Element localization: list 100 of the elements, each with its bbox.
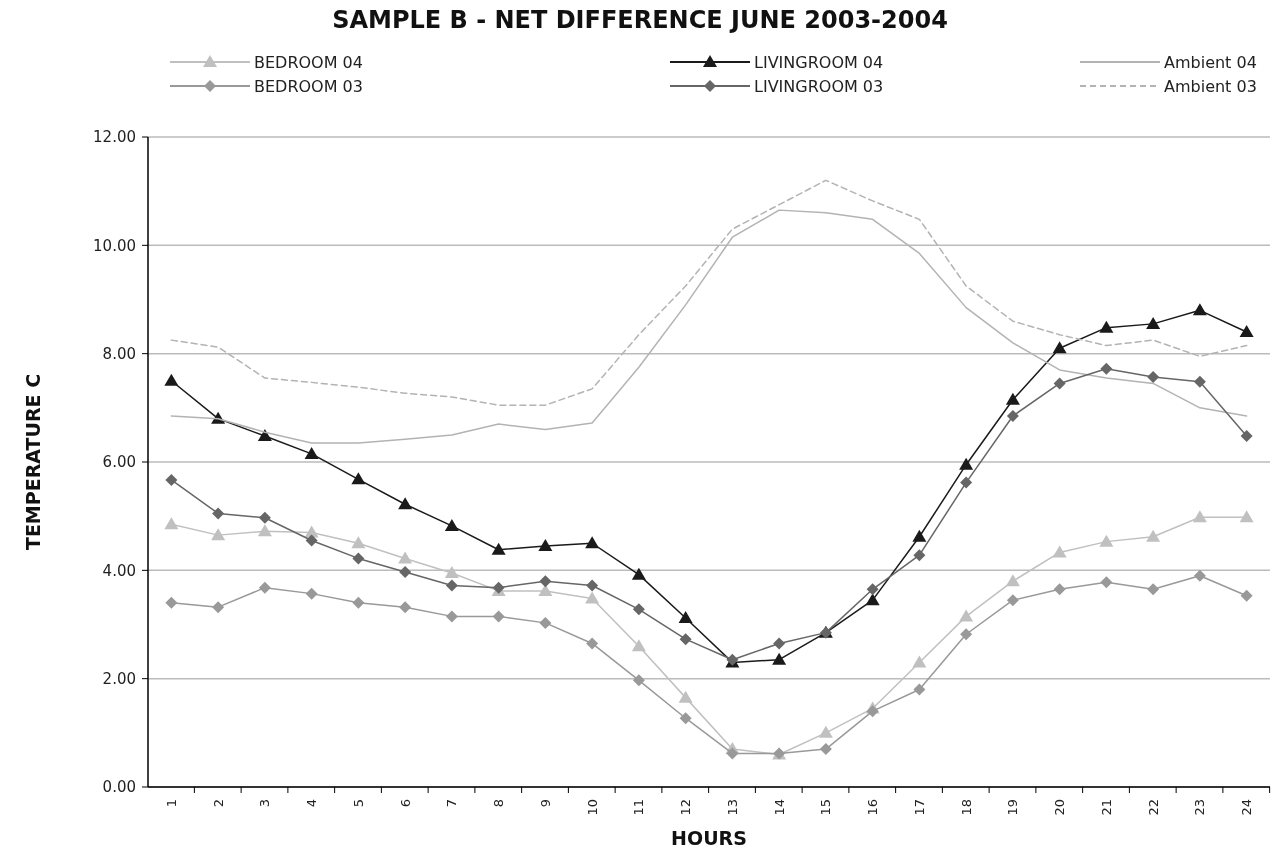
point <box>586 579 599 592</box>
y-tick-label: 2.00 <box>102 669 136 688</box>
x-tick-label: 23 <box>1192 799 1208 816</box>
point <box>913 683 926 696</box>
point <box>866 583 879 596</box>
point <box>631 639 646 652</box>
x-tick-label: 18 <box>958 799 974 816</box>
point <box>772 652 787 665</box>
x-tick-label: 16 <box>865 799 881 816</box>
point <box>1053 377 1066 390</box>
point <box>1239 325 1254 337</box>
point <box>1147 370 1160 383</box>
point <box>352 552 365 565</box>
point <box>678 611 693 623</box>
point <box>726 747 739 760</box>
y-axis-title: TEMPERATURE C <box>22 373 44 551</box>
x-tick-label: 24 <box>1239 799 1255 816</box>
point <box>445 579 458 592</box>
legend-label: LIVINGROOM 03 <box>754 76 884 96</box>
point <box>1099 534 1114 547</box>
x-tick-label: 12 <box>678 799 694 816</box>
point <box>631 567 646 580</box>
point <box>165 596 178 609</box>
point <box>1099 320 1114 333</box>
x-tick-label: 15 <box>818 799 834 816</box>
point <box>164 517 179 530</box>
point <box>585 536 600 549</box>
point <box>257 429 272 441</box>
point <box>632 603 645 616</box>
point <box>445 610 458 623</box>
legend-label: BEDROOM 03 <box>254 76 363 96</box>
x-tick-label: 2 <box>210 799 226 808</box>
point <box>959 457 974 470</box>
point <box>444 566 459 579</box>
point <box>211 528 226 541</box>
point <box>305 587 318 600</box>
x-tick-label: 14 <box>771 799 787 816</box>
point <box>258 581 271 594</box>
y-tick-label: 12.00 <box>93 128 136 147</box>
point <box>912 655 927 668</box>
point <box>585 591 600 604</box>
x-tick-label: 17 <box>911 799 927 816</box>
x-axis-title: HOURS <box>671 827 747 849</box>
point <box>399 601 412 614</box>
point <box>913 549 926 562</box>
point <box>1192 303 1207 316</box>
x-tick-label: 7 <box>444 799 460 808</box>
point <box>1100 362 1113 375</box>
point <box>539 616 552 629</box>
point <box>1005 392 1020 405</box>
x-tick-label: 3 <box>257 799 273 808</box>
x-tick-label: 9 <box>537 799 553 808</box>
y-tick-label: 8.00 <box>102 344 136 363</box>
point <box>258 511 271 524</box>
chart-title: SAMPLE B - NET DIFFERENCE JUNE 2003-2004 <box>332 6 948 34</box>
point <box>1006 594 1019 607</box>
point <box>1193 569 1206 582</box>
x-tick-label: 5 <box>350 799 366 808</box>
x-tick-label: 10 <box>584 799 600 816</box>
point <box>1147 583 1160 596</box>
point <box>679 712 692 725</box>
y-tick-label: 4.00 <box>102 561 136 580</box>
y-tick-label: 10.00 <box>93 236 136 255</box>
point <box>257 524 272 537</box>
x-tick-label: 1 <box>163 799 179 808</box>
point <box>1052 545 1067 558</box>
point <box>398 551 413 564</box>
point <box>491 542 506 555</box>
point <box>912 529 927 542</box>
point <box>1239 510 1254 523</box>
legend-label: Ambient 03 <box>1164 76 1257 96</box>
x-tick-label: 20 <box>1052 799 1068 816</box>
point <box>352 596 365 609</box>
point <box>399 565 412 578</box>
x-tick-label: 4 <box>304 799 320 808</box>
point <box>866 705 879 718</box>
point <box>305 534 318 547</box>
point <box>819 743 832 756</box>
point <box>1146 316 1161 329</box>
point <box>398 497 413 510</box>
legend-label: LIVINGROOM 04 <box>754 52 884 72</box>
point <box>1006 409 1019 422</box>
point <box>1100 576 1113 589</box>
point <box>773 637 786 650</box>
point <box>1053 583 1066 596</box>
point <box>212 601 225 614</box>
point <box>165 473 178 486</box>
y-tick-label: 0.00 <box>102 778 136 797</box>
point <box>164 373 179 386</box>
point <box>1052 341 1067 354</box>
x-tick-label: 11 <box>631 799 647 816</box>
point <box>960 476 973 489</box>
point <box>678 690 693 703</box>
legend-label: BEDROOM 04 <box>254 52 363 72</box>
x-tick-label: 21 <box>1098 799 1114 816</box>
point <box>492 610 505 623</box>
point <box>818 725 833 738</box>
point <box>1005 574 1020 587</box>
point <box>538 538 553 551</box>
point <box>959 609 974 622</box>
